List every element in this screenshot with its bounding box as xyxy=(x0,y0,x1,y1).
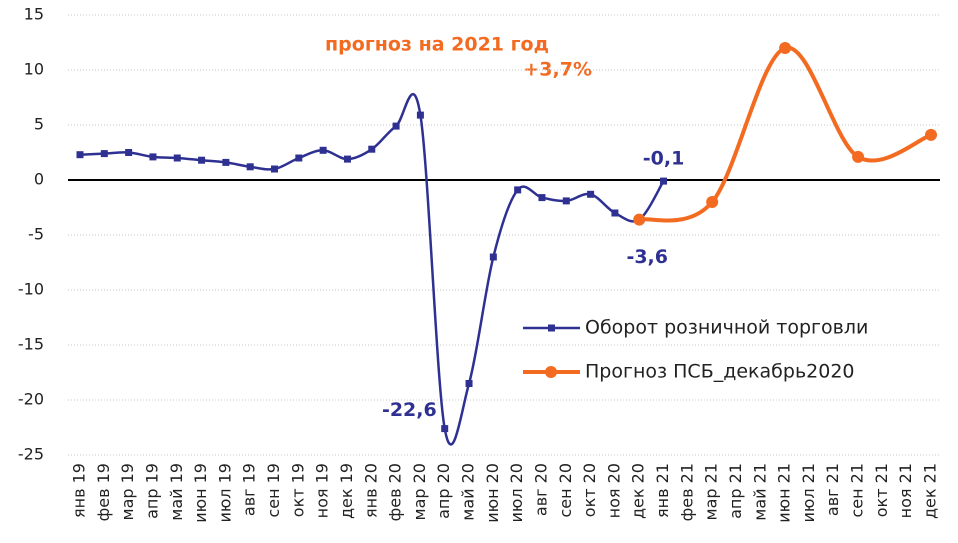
x-tick-label: ноя 21 xyxy=(896,463,915,518)
marker xyxy=(271,165,279,173)
marker xyxy=(198,156,206,164)
x-tick-label: фев 19 xyxy=(94,463,113,521)
x-tick-label: фев 20 xyxy=(386,463,405,521)
x-tick-label: сен 21 xyxy=(848,463,867,518)
marker xyxy=(706,196,719,208)
legend-marker xyxy=(545,366,557,378)
marker xyxy=(416,111,424,119)
marker xyxy=(125,149,133,156)
marker xyxy=(343,155,351,163)
x-tick-label: ноя 20 xyxy=(604,463,623,518)
marker xyxy=(489,253,497,261)
x-tick-label: июл 19 xyxy=(215,463,234,523)
marker xyxy=(441,425,449,433)
y-tick-label: -25 xyxy=(18,445,44,464)
x-tick-label: окт 21 xyxy=(872,463,891,517)
marker xyxy=(319,146,327,154)
x-tick-label: май 20 xyxy=(459,463,478,521)
x-tick-label: май 21 xyxy=(750,463,769,521)
x-tick-label: сен 20 xyxy=(556,463,575,518)
marker xyxy=(660,177,668,185)
x-tick-label: авг 21 xyxy=(823,463,842,516)
y-tick-label: 0 xyxy=(34,170,44,189)
marker xyxy=(925,128,937,141)
x-tick-label: июл 21 xyxy=(799,463,818,523)
x-tick-label: мар 19 xyxy=(118,463,137,520)
marker xyxy=(295,154,303,162)
x-tick-label: апр 19 xyxy=(142,463,161,519)
x-tick-label: июн 21 xyxy=(775,463,794,523)
marker xyxy=(100,150,108,158)
marker xyxy=(562,197,570,205)
y-tick-label: -20 xyxy=(18,390,44,409)
x-tick-label: мар 21 xyxy=(702,463,721,520)
x-tick-label: янв 21 xyxy=(653,463,672,518)
x-tick-label: фев 21 xyxy=(677,463,696,521)
y-tick-label: 15 xyxy=(24,5,44,24)
x-tick-label: мар 20 xyxy=(410,463,429,520)
y-tick-label: -10 xyxy=(18,280,44,299)
marker xyxy=(611,209,619,217)
x-tick-label: апр 20 xyxy=(434,463,453,519)
x-tick-label: окт 20 xyxy=(580,463,599,517)
y-tick-label: 5 xyxy=(34,115,44,134)
marker xyxy=(587,190,595,198)
y-tick-label: -15 xyxy=(18,335,44,354)
x-tick-label: янв 19 xyxy=(70,463,89,518)
marker xyxy=(538,194,546,202)
marker xyxy=(76,151,84,159)
data-label: -0,1 xyxy=(643,148,685,170)
marker xyxy=(368,145,376,153)
x-tick-label: дек 20 xyxy=(629,463,648,519)
series-line xyxy=(638,45,932,223)
x-tick-label: сен 19 xyxy=(264,463,283,518)
marker xyxy=(246,163,254,171)
x-tick-label: окт 19 xyxy=(288,463,307,517)
marker xyxy=(779,42,792,54)
x-tick-label: июн 19 xyxy=(191,463,210,523)
marker xyxy=(149,153,157,161)
legend-marker xyxy=(548,324,555,332)
y-tick-label: 10 xyxy=(24,60,44,79)
x-tick-label: авг 19 xyxy=(240,463,259,516)
marker xyxy=(514,186,522,194)
x-tick-label: янв 20 xyxy=(361,463,380,518)
legend-label: Оборот розничной торговли xyxy=(585,317,868,339)
marker xyxy=(222,158,230,166)
x-tick-label: авг 20 xyxy=(531,463,550,516)
marker xyxy=(392,122,400,130)
y-tick-label: -5 xyxy=(28,225,44,244)
marker xyxy=(633,213,646,226)
x-tick-label: дек 19 xyxy=(337,463,356,519)
legend-label: Прогноз ПСБ_декабрь2020 xyxy=(585,361,855,383)
annotation: прогноз на 2021 год xyxy=(325,34,549,56)
x-tick-label: апр 21 xyxy=(726,463,745,519)
data-label: -22,6 xyxy=(382,399,437,421)
marker xyxy=(173,154,181,162)
marker xyxy=(465,380,473,387)
x-tick-label: ноя 19 xyxy=(313,463,332,518)
x-tick-label: май 19 xyxy=(167,463,186,521)
marker xyxy=(852,150,865,163)
x-tick-label: июн 20 xyxy=(483,463,502,523)
x-tick-label: дек 21 xyxy=(921,463,940,519)
x-tick-label: июл 20 xyxy=(507,463,526,523)
data-label: -3,6 xyxy=(626,246,668,268)
